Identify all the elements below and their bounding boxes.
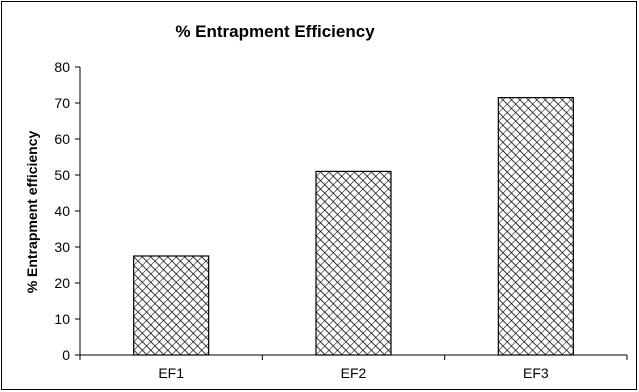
x-tick-label: EF1 bbox=[158, 365, 184, 381]
bars bbox=[133, 96, 574, 356]
bar-ef2 bbox=[315, 170, 392, 356]
y-tick-label: 30 bbox=[54, 239, 70, 255]
y-tick-label: 70 bbox=[54, 95, 70, 111]
y-tick-label: 50 bbox=[54, 167, 70, 183]
bar-ef3 bbox=[497, 96, 574, 356]
x-tick-label: EF3 bbox=[523, 365, 549, 381]
y-axis-label: % Entrapment efficiency bbox=[24, 130, 40, 293]
chart-title: % Entrapment Efficiency bbox=[175, 22, 375, 41]
x-axis: EF1 EF2 EF3 bbox=[79, 354, 628, 381]
y-tick-label: 40 bbox=[54, 203, 70, 219]
y-tick-label: 20 bbox=[54, 275, 70, 291]
y-axis: 0 10 20 30 40 50 60 70 80 bbox=[54, 59, 81, 363]
bar-ef1 bbox=[133, 255, 210, 356]
x-tick-label: EF2 bbox=[341, 365, 367, 381]
y-tick-label: 10 bbox=[54, 311, 70, 327]
y-tick-label: 60 bbox=[54, 131, 70, 147]
y-tick-label: 80 bbox=[54, 59, 70, 75]
y-tick-label: 0 bbox=[62, 347, 70, 363]
